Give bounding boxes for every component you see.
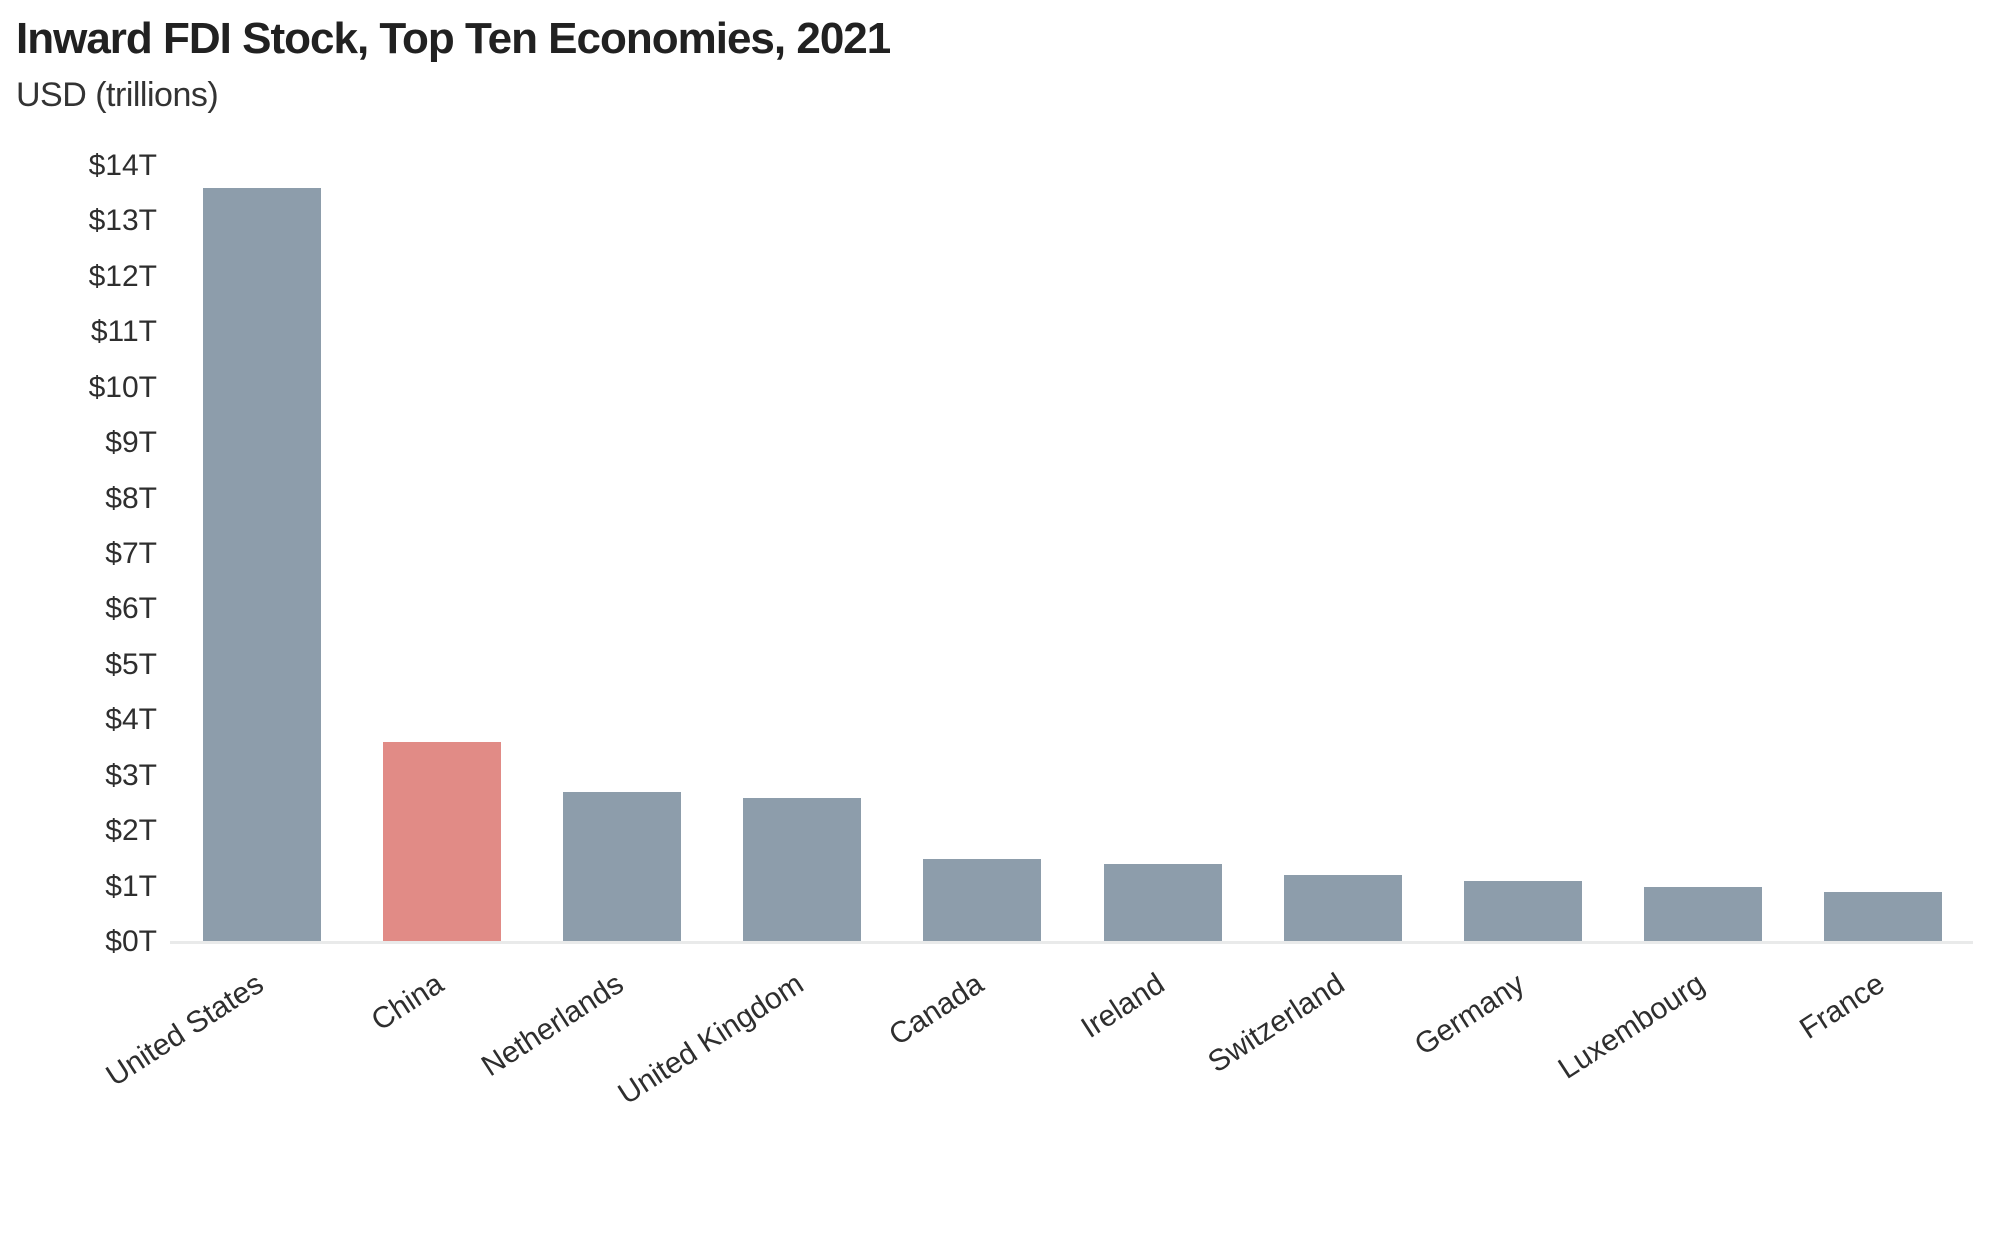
y-tick-label--5t: $5T xyxy=(105,647,157,681)
x-category-label-netherlands: Netherlands xyxy=(475,967,630,1083)
y-tick-label--14t: $14T xyxy=(88,148,157,182)
y-tick-label--12t: $12T xyxy=(88,259,157,293)
x-category-label-germany: Germany xyxy=(1408,967,1531,1063)
x-category-label-canada: Canada xyxy=(883,967,990,1053)
y-tick-label--7t: $7T xyxy=(105,536,157,570)
bar-united-kingdom xyxy=(743,798,861,942)
chart-title: Inward FDI Stock, Top Ten Economies, 202… xyxy=(16,14,891,63)
x-category-label-ireland: Ireland xyxy=(1075,967,1170,1045)
y-tick-label--3t: $3T xyxy=(105,758,157,792)
bar-netherlands xyxy=(563,792,681,942)
chart-subtitle: USD (trillions) xyxy=(16,76,219,114)
y-tick-label--13t: $13T xyxy=(88,204,157,238)
bar-china xyxy=(383,742,501,942)
y-tick-label--6t: $6T xyxy=(105,592,157,626)
y-tick-label--4t: $4T xyxy=(105,703,157,737)
bar-france xyxy=(1824,892,1942,942)
y-tick-label--2t: $2T xyxy=(105,814,157,848)
x-category-label-china: China xyxy=(365,967,450,1038)
bar-germany xyxy=(1464,881,1582,942)
bar-canada xyxy=(923,859,1041,942)
y-tick-label--1t: $1T xyxy=(105,869,157,903)
y-tick-label--10t: $10T xyxy=(88,370,157,404)
bar-switzerland xyxy=(1284,875,1402,942)
x-category-label-united-kingdom: United Kingdom xyxy=(612,967,810,1112)
x-category-label-france: France xyxy=(1794,967,1891,1046)
y-tick-label--11t: $11T xyxy=(90,315,157,349)
bar-united-states xyxy=(203,188,321,942)
x-category-label-luxembourg: Luxembourg xyxy=(1552,967,1711,1086)
y-tick-label--0t: $0T xyxy=(105,925,157,958)
x-category-label-switzerland: Switzerland xyxy=(1201,967,1351,1080)
bar-ireland xyxy=(1104,864,1222,942)
bar-luxembourg xyxy=(1644,887,1762,942)
y-tick-label--9t: $9T xyxy=(105,426,157,460)
x-axis-line xyxy=(170,941,1973,944)
y-tick-label--8t: $8T xyxy=(105,481,157,515)
